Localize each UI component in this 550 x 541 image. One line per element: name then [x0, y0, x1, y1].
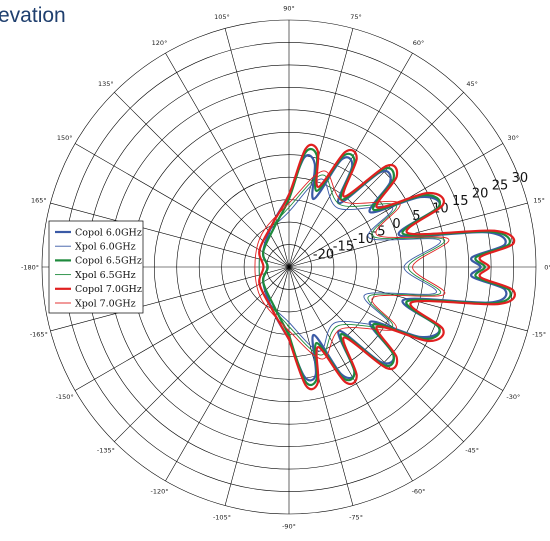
grid-spoke [224, 266, 290, 506]
legend-entry: Copol 7.0GHz [75, 284, 142, 295]
angle-tick-label: 105° [214, 13, 230, 21]
angle-tick-label: 135° [98, 80, 114, 88]
radial-tick-label: 5 [412, 209, 420, 224]
angle-tick-label: 150° [57, 134, 73, 142]
grid-spoke [50, 266, 290, 332]
angle-labels: 0° 15° 30° 45° 60° 75° 90° 105° 120° 135° 150° 165°… [21, 4, 550, 530]
legend-entry: Xpol 7.0GHz [75, 298, 136, 309]
angle-tick-label: 165° [31, 196, 47, 204]
angle-tick-label: -30° [506, 393, 520, 401]
angle-tick-label: 0° [544, 263, 550, 271]
series-layer [254, 143, 516, 391]
grid-spoke [288, 266, 464, 442]
series-line-5 [254, 170, 450, 360]
angle-tick-label: -105° [213, 513, 231, 521]
legend-entry: Copol 6.5GHz [75, 256, 142, 267]
grid-spoke [224, 28, 290, 268]
angle-tick-label: 45° [466, 80, 478, 88]
angle-tick-label: -120° [150, 488, 168, 496]
angle-tick-label: 30° [508, 134, 520, 142]
legend-entry: Xpol 6.0GHz [75, 242, 136, 253]
grid-spoke [288, 92, 464, 268]
angle-tick-label: -60° [412, 488, 426, 496]
grid-spoke [288, 266, 413, 482]
grid-spoke [74, 266, 290, 391]
angle-tick-label: 75° [350, 13, 362, 21]
angle-tick-label: -165° [30, 330, 48, 338]
angle-tick-label: -135° [97, 446, 115, 454]
radial-tick-label: 20 [472, 186, 489, 201]
series-line-4 [258, 143, 516, 391]
angle-tick-label: 90° [283, 4, 295, 12]
legend: Copol 6.0GHz Xpol 6.0GHz Copol 6.5GHz Xpol … [48, 220, 144, 314]
angle-tick-label: -75° [349, 513, 363, 521]
grid-spoke [288, 28, 354, 268]
radial-tick-label: 10 [432, 202, 449, 217]
page-title: evation [0, 4, 66, 27]
radial-tick-label: 15 [452, 194, 469, 209]
radial-tick-label: 30 [512, 171, 529, 186]
legend-box [48, 220, 144, 314]
radial-tick-label: 25 [492, 179, 509, 194]
series-line-3 [258, 174, 445, 356]
radial-tick-label: -20 [313, 247, 334, 262]
radial-tick-label: -10 [353, 232, 374, 247]
series-line-0 [262, 154, 508, 382]
legend-entry: Xpol 6.5GHz [75, 270, 136, 281]
angle-tick-label: -45° [465, 446, 479, 454]
angle-tick-label: -15° [532, 330, 546, 338]
angle-tick-label: 60° [413, 39, 425, 47]
radial-tick-label: 0 [392, 217, 400, 232]
angle-tick-label: 15° [533, 196, 545, 204]
angle-tick-label: -180° [21, 263, 39, 271]
angle-tick-label: 120° [152, 39, 168, 47]
legend-entry: Copol 6.0GHz [75, 227, 142, 238]
angle-tick-label: -150° [56, 393, 74, 401]
grid-spoke [50, 202, 290, 268]
angle-tick-label: -90° [282, 522, 296, 530]
radial-tick-label: -15 [333, 240, 354, 255]
grid-spoke [288, 266, 354, 506]
grid-spoke [74, 143, 290, 268]
